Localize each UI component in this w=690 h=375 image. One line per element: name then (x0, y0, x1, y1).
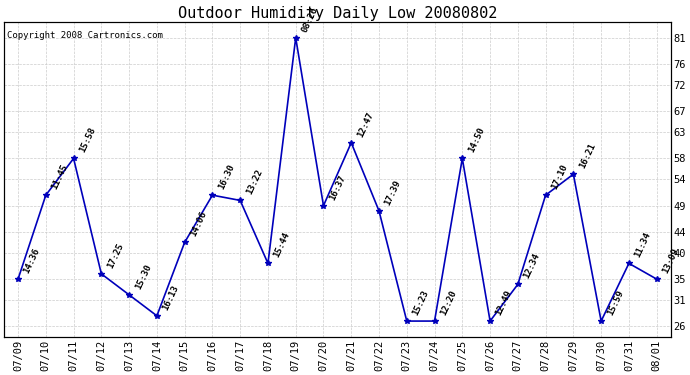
Text: 15:58: 15:58 (78, 126, 97, 154)
Text: 14:50: 14:50 (466, 126, 486, 154)
Text: 14:36: 14:36 (22, 247, 41, 275)
Text: 13:22: 13:22 (244, 168, 264, 196)
Text: 16:13: 16:13 (161, 284, 181, 312)
Text: 12:47: 12:47 (355, 110, 375, 138)
Text: 15:44: 15:44 (272, 231, 292, 259)
Text: 16:37: 16:37 (328, 173, 347, 201)
Text: 11:34: 11:34 (633, 231, 653, 259)
Text: Copyright 2008 Cartronics.com: Copyright 2008 Cartronics.com (8, 32, 164, 40)
Title: Outdoor Humidity Daily Low 20080802: Outdoor Humidity Daily Low 20080802 (177, 6, 497, 21)
Text: 12:49: 12:49 (494, 289, 514, 317)
Text: 17:25: 17:25 (106, 242, 125, 270)
Text: 12:20: 12:20 (439, 289, 458, 317)
Text: 08:26: 08:26 (300, 6, 319, 34)
Text: 17:10: 17:10 (550, 163, 569, 191)
Text: 17:39: 17:39 (383, 178, 403, 207)
Text: 12:34: 12:34 (522, 252, 542, 280)
Text: 15:59: 15:59 (605, 289, 625, 317)
Text: 11:45: 11:45 (50, 163, 70, 191)
Text: 16:30: 16:30 (217, 163, 236, 191)
Text: 16:21: 16:21 (578, 142, 597, 170)
Text: 15:23: 15:23 (411, 289, 431, 317)
Text: 14:06: 14:06 (189, 210, 208, 238)
Text: 15:30: 15:30 (133, 262, 152, 291)
Text: 13:09: 13:09 (661, 247, 680, 275)
